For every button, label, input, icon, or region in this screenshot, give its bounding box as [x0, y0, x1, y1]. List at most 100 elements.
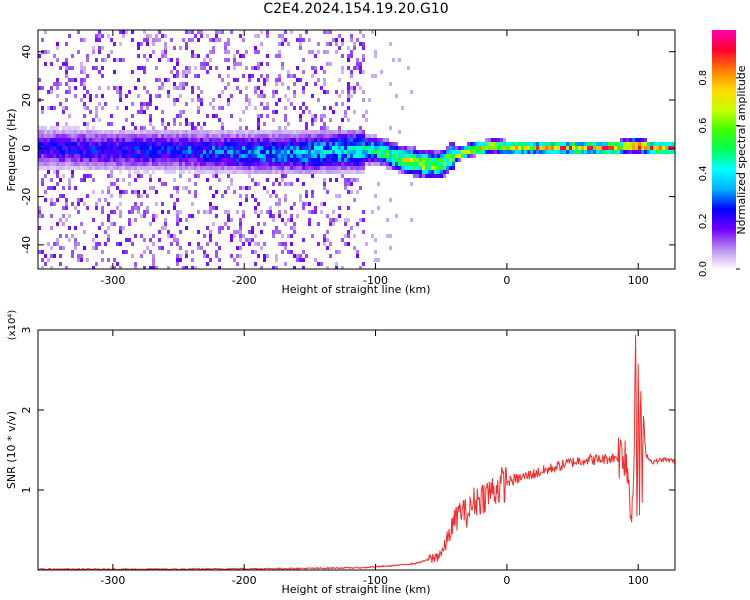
spectrogram-cell: [434, 154, 437, 158]
spectrogram-cell: [629, 146, 632, 150]
spectrogram-cell: [206, 262, 209, 266]
spectrogram-cell: [356, 134, 359, 138]
spectrogram-cell: [188, 242, 191, 246]
spectrogram-cell: [305, 30, 308, 34]
spectrogram-cell: [284, 242, 287, 246]
spectrogram-cell: [290, 138, 293, 142]
spectrogram-cell: [113, 182, 116, 186]
spectrogram-cell: [80, 62, 83, 66]
spectrogram-cell: [98, 30, 101, 34]
spectrogram-cell: [383, 142, 386, 146]
spectrogram-cell: [452, 150, 455, 154]
spectrogram-cell: [344, 150, 347, 154]
spectrogram-cell: [71, 146, 74, 150]
spectrogram-cell: [209, 238, 212, 242]
spectrogram-cell: [257, 222, 260, 226]
spectrogram-cell: [155, 202, 158, 206]
spectrogram-cell: [110, 174, 113, 178]
spectrogram-cell: [263, 122, 266, 126]
spectrogram-cell: [227, 142, 230, 146]
spectrogram-cell: [65, 82, 68, 86]
snr-x-axis-label: Height of straight line (km): [281, 583, 430, 596]
spectrogram-cell: [95, 262, 98, 266]
spectrogram-cell: [194, 54, 197, 58]
spectrogram-cell: [311, 50, 314, 54]
spectrogram-cell: [137, 158, 140, 162]
spectrogram-cell: [302, 238, 305, 242]
snr-y-multiplier: (x10⁴): [7, 310, 18, 341]
spectrogram-cell: [161, 34, 164, 38]
spectrogram-cell: [152, 170, 155, 174]
spectrogram-cell: [104, 142, 107, 146]
spectrogram-cell: [380, 154, 383, 158]
spectrogram-cell: [245, 166, 248, 170]
spectrogram-cell: [398, 166, 401, 170]
spectrogram-cell: [134, 202, 137, 206]
spectrogram-cell: [440, 174, 443, 178]
spectrogram-cell: [263, 130, 266, 134]
spectrogram-cell: [392, 150, 395, 154]
spectrogram-cell: [71, 78, 74, 82]
spectrogram-cell: [359, 62, 362, 66]
spectrogram-cell: [143, 38, 146, 42]
spectrogram-cell: [284, 114, 287, 118]
spectrogram-cell: [302, 142, 305, 146]
spectrogram-cell: [143, 134, 146, 138]
spectrogram-cell: [323, 138, 326, 142]
spectrogram-cell: [191, 86, 194, 90]
spectrogram-cell: [440, 162, 443, 166]
spectrogram-cell: [257, 242, 260, 246]
spectrogram-cell: [131, 146, 134, 150]
spectrogram-cell: [302, 86, 305, 90]
spectrogram-cell: [188, 178, 191, 182]
spectrogram-cell: [80, 142, 83, 146]
spectrogram-cell: [179, 166, 182, 170]
spectrogram-cell: [314, 166, 317, 170]
spectrogram-cell: [113, 42, 116, 46]
spectrogram-cell: [83, 154, 86, 158]
spectrogram-cell: [62, 158, 65, 162]
spectrogram-cell: [257, 50, 260, 54]
spectrogram-cell: [74, 226, 77, 230]
spectrogram-cell: [335, 150, 338, 154]
spectrogram-cell: [341, 90, 344, 94]
spectrogram-cell: [167, 150, 170, 154]
spectrogram-cell: [323, 182, 326, 186]
spectrogram-cell: [56, 126, 59, 130]
spectrogram-cell: [95, 58, 98, 62]
spectrogram-cell: [365, 142, 368, 146]
spectrogram-cell: [314, 82, 317, 86]
spectrogram-cell: [59, 142, 62, 146]
spectrogram-cell: [356, 154, 359, 158]
spectrogram-cell: [41, 110, 44, 114]
spectrogram-cell: [209, 158, 212, 162]
spectrogram-cell: [410, 182, 413, 186]
spectrogram-cell: [227, 38, 230, 42]
spectrogram-cell: [95, 154, 98, 158]
spectrogram-cell: [113, 58, 116, 62]
spectrogram-cell: [296, 142, 299, 146]
spectrogram-cell: [362, 46, 365, 50]
spectrogram-cell: [236, 246, 239, 250]
spectrogram-cell: [428, 154, 431, 158]
spectrogram-cell: [245, 170, 248, 174]
spectrogram-cell: [578, 142, 581, 146]
spectrogram-cell: [356, 158, 359, 162]
spectrogram-cell: [275, 194, 278, 198]
spectrogram-cell: [344, 218, 347, 222]
spectrogram-cell: [461, 146, 464, 150]
spectrogram-cell: [326, 238, 329, 242]
spectrogram-cell: [359, 154, 362, 158]
spectrogram-cell: [356, 190, 359, 194]
spectrogram-cell: [611, 150, 614, 154]
spectrogram-cell: [269, 142, 272, 146]
spectrogram-cell: [254, 162, 257, 166]
spectrogram-cell: [374, 138, 377, 142]
spectrogram-cell: [38, 166, 41, 170]
spectrogram-cell: [602, 150, 605, 154]
spectrogram-cell: [65, 42, 68, 46]
spectrogram-cell: [140, 254, 143, 258]
spectrogram-cell: [221, 30, 224, 34]
spectrogram-cell: [230, 162, 233, 166]
spectrogram-cell: [185, 154, 188, 158]
